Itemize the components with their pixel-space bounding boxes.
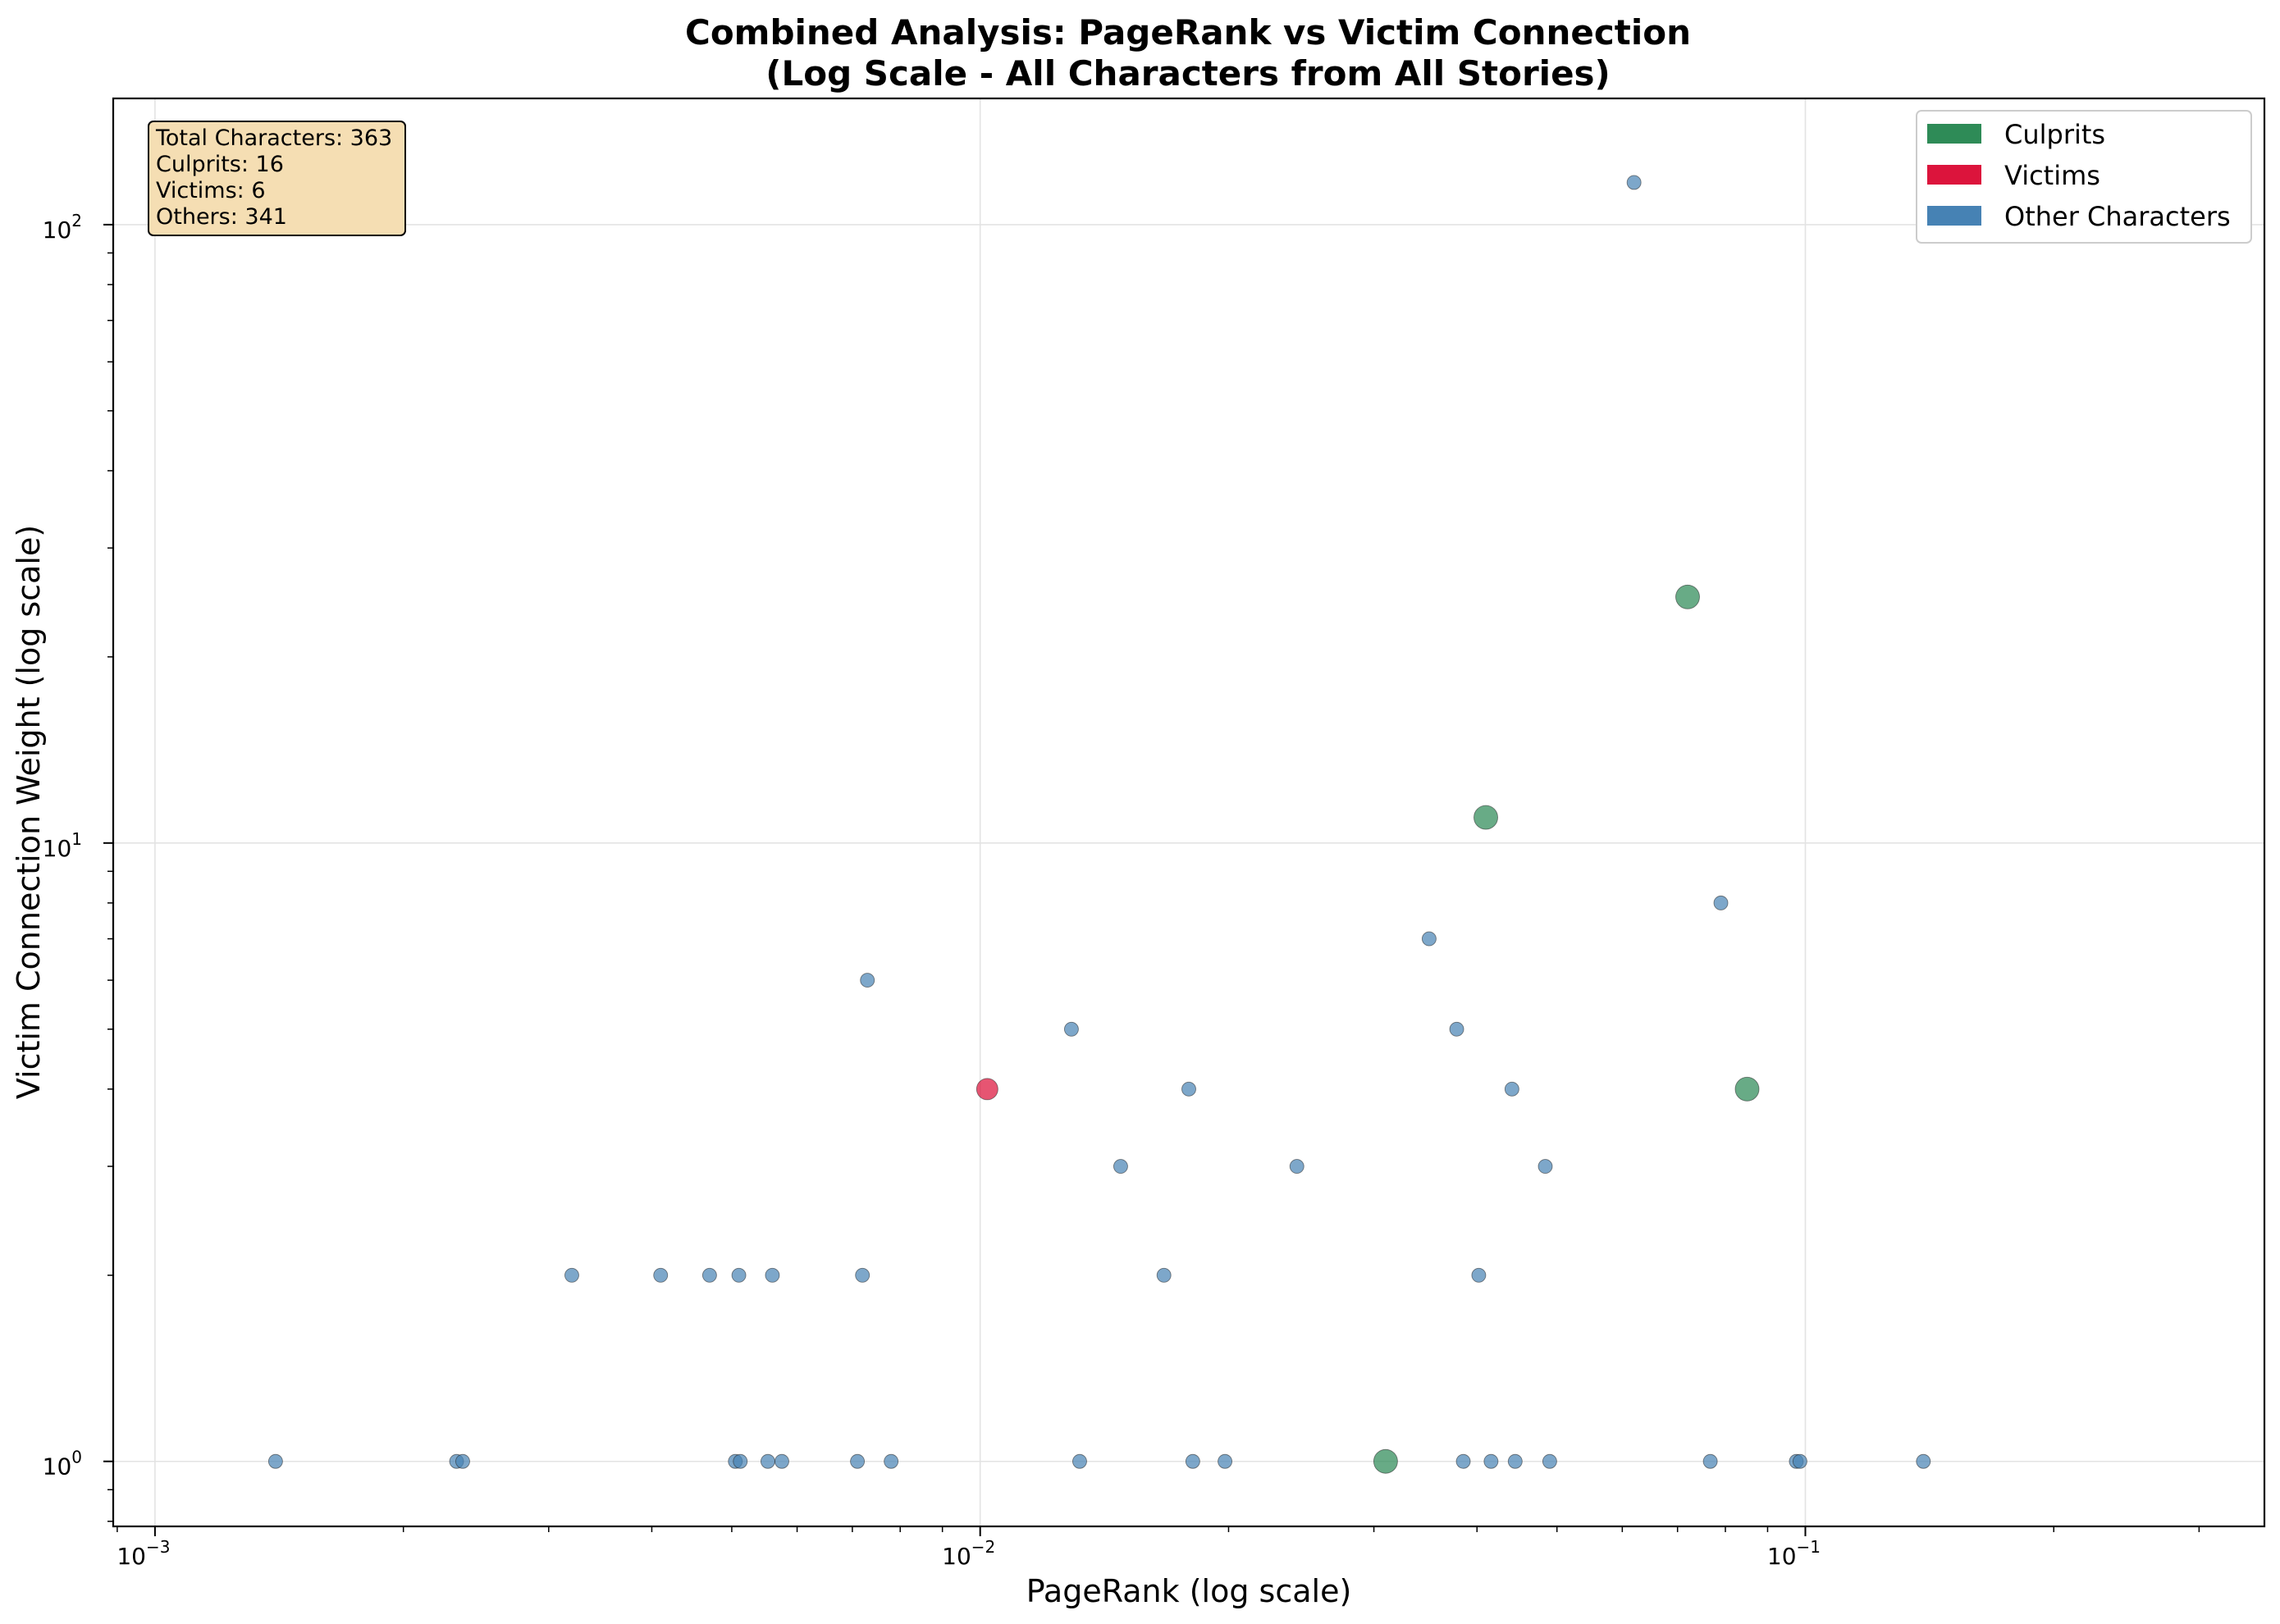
other-character-point	[1156, 1267, 1172, 1283]
other-character-point	[267, 1453, 283, 1469]
other-character-point	[760, 1453, 775, 1469]
other-character-point	[653, 1267, 669, 1283]
legend-swatch-culprits	[1927, 124, 1981, 144]
other-character-point	[1113, 1159, 1128, 1174]
culprit-point	[1734, 1076, 1760, 1102]
y-tick-label: 101	[43, 829, 82, 862]
chart-title-line-1: Combined Analysis: PageRank vs Victim Co…	[685, 12, 1691, 52]
other-character-point	[1072, 1453, 1087, 1469]
other-character-point	[855, 1267, 870, 1283]
other-character-point	[860, 973, 875, 988]
other-character-point	[884, 1453, 899, 1469]
legend-swatch-victims	[1927, 165, 1981, 185]
legend-swatch-other-characters	[1927, 206, 1981, 226]
stats-others: Others: 341	[156, 204, 287, 230]
other-character-point	[701, 1267, 717, 1283]
other-character-point	[1713, 895, 1729, 910]
other-character-point	[1626, 175, 1642, 190]
victim-point	[976, 1078, 998, 1101]
other-character-point	[1471, 1267, 1487, 1283]
stats-box-background	[148, 121, 406, 236]
x-tick-label: 10−3	[117, 1537, 170, 1570]
other-character-point	[455, 1453, 470, 1469]
other-character-point	[765, 1267, 780, 1283]
other-character-point	[1449, 1021, 1464, 1037]
other-character-point	[1702, 1453, 1718, 1469]
other-character-point	[1455, 1453, 1471, 1469]
other-character-point	[733, 1453, 748, 1469]
chart-title-line-2: (Log Scale - All Characters from All Sto…	[765, 53, 1611, 94]
other-character-point	[1181, 1081, 1196, 1097]
stats-total: Total Characters: 363	[155, 125, 392, 151]
legend-label-culprits: Culprits	[2004, 119, 2105, 150]
other-character-point	[1421, 931, 1437, 947]
stats-victims: Victims: 6	[156, 178, 266, 203]
other-character-point	[564, 1267, 579, 1283]
other-character-point	[1792, 1453, 1807, 1469]
other-character-point	[774, 1453, 789, 1469]
axis-ticks: 10−3 10−2 10−1 100 101 102	[43, 211, 2200, 1570]
culprit-point	[1474, 805, 1498, 830]
legend-label-other-characters: Other Characters	[2004, 201, 2231, 232]
plot-frame	[112, 97, 2266, 1528]
x-tick-label: 10−1	[1767, 1537, 1821, 1570]
other-character-point	[1483, 1453, 1499, 1469]
other-character-point	[1542, 1453, 1557, 1469]
other-character-point	[1538, 1159, 1553, 1174]
other-character-point	[1504, 1081, 1519, 1097]
y-axis-label: Victim Connection Weight (log scale)	[11, 525, 47, 1099]
other-character-point	[1185, 1453, 1200, 1469]
other-character-point	[1218, 1453, 1233, 1469]
stats-box: Total Characters: 363 Culprits: 16 Victi…	[148, 121, 406, 236]
other-character-point	[1916, 1453, 1931, 1469]
other-character-point	[731, 1267, 747, 1283]
culprit-point	[1675, 584, 1700, 609]
other-character-point	[1289, 1159, 1304, 1174]
other-character-point	[850, 1453, 866, 1469]
y-tick-label: 102	[43, 211, 82, 244]
x-axis-label: PageRank (log scale)	[1026, 1573, 1352, 1609]
data-points	[267, 175, 1931, 1474]
legend-frame	[1916, 110, 2252, 244]
stats-culprits: Culprits: 16	[156, 152, 284, 177]
legend-label-victims: Victims	[2004, 160, 2100, 191]
other-character-point	[1507, 1453, 1523, 1469]
x-tick-label: 10−2	[942, 1537, 995, 1570]
legend: Culprits Victims Other Characters	[1916, 110, 2252, 244]
y-tick-label: 100	[43, 1448, 82, 1480]
other-character-point	[1063, 1021, 1079, 1037]
culprit-point	[1373, 1448, 1398, 1474]
